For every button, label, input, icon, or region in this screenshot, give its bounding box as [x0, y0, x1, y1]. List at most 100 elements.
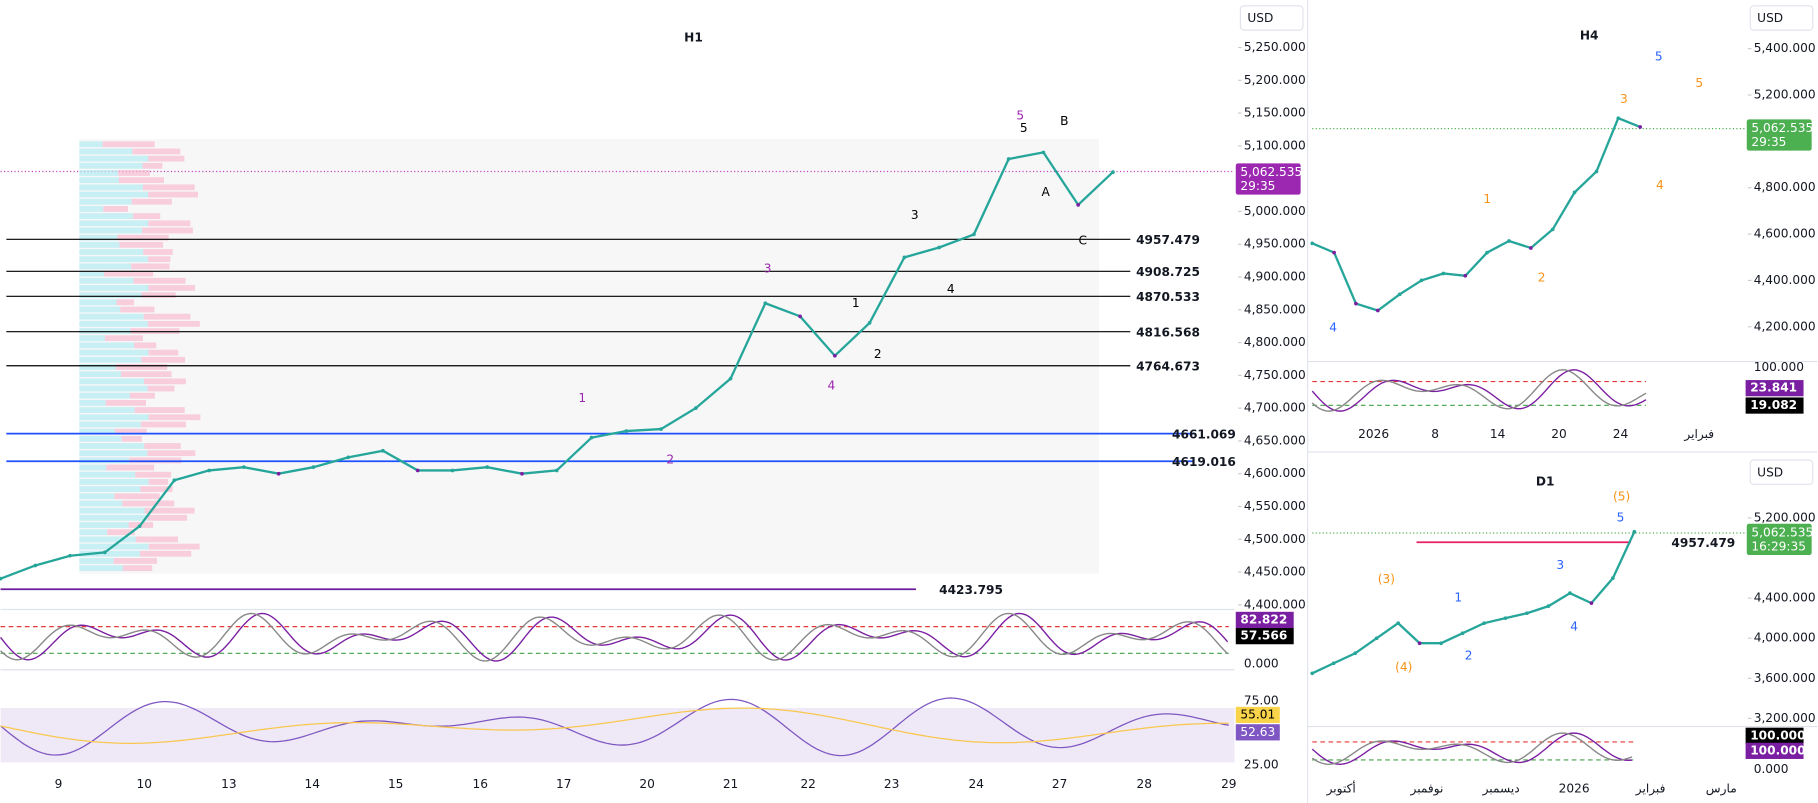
- close-point: [33, 563, 38, 568]
- close-point: [415, 468, 420, 473]
- x-tick-label: 14: [305, 777, 321, 791]
- osc-tag-text: 19.082: [1750, 398, 1797, 412]
- profile-bar: [143, 313, 191, 320]
- rsi-axis-label: 25.00: [1244, 757, 1279, 771]
- profile-bar: [79, 148, 133, 155]
- profile-bar: [104, 270, 154, 277]
- wave-label: 2: [874, 347, 882, 361]
- osc-tag-text: 100.000: [1750, 743, 1805, 757]
- wave-label: 5: [1655, 49, 1663, 63]
- wave-label: (5): [1613, 490, 1630, 504]
- profile-bar: [148, 479, 169, 485]
- wave-label: 3: [764, 261, 772, 275]
- currency: USD: [1757, 465, 1783, 479]
- profile-bar: [79, 177, 119, 184]
- close-point: [1396, 621, 1400, 626]
- wave-label: 3: [911, 208, 919, 222]
- price-tick-label: 4,900.000: [1244, 270, 1306, 284]
- close-point: [1482, 621, 1486, 626]
- profile-bar: [79, 385, 148, 392]
- x-tick-label: نوفمبر: [1410, 782, 1444, 797]
- wave-label: 2: [1538, 271, 1546, 285]
- osc-tag: [1745, 397, 1804, 414]
- profile-bar: [79, 493, 115, 500]
- osc-tag: [1235, 611, 1294, 629]
- x-tick-label: 27: [1052, 777, 1067, 791]
- close-point: [207, 468, 211, 473]
- close-point: [520, 471, 524, 476]
- close-point: [589, 435, 594, 440]
- close-point: [1041, 150, 1046, 155]
- close-point: [554, 468, 559, 473]
- profile-bar: [115, 428, 147, 435]
- x-tick-label: 28: [1136, 777, 1151, 791]
- profile-bar: [135, 536, 179, 543]
- profile-bar: [79, 213, 133, 219]
- osc-tag: [1745, 727, 1804, 744]
- profile-bar: [79, 356, 142, 363]
- profile-bar: [79, 198, 132, 205]
- profile-bar: [79, 170, 119, 176]
- x-tick-label: 22: [800, 777, 815, 791]
- close-point: [763, 301, 768, 306]
- close-point: [937, 245, 941, 250]
- price-tick-label: 5,200.000: [1754, 510, 1816, 524]
- profile-bar: [106, 464, 155, 471]
- profile-bar: [133, 277, 186, 284]
- profile-bar: [79, 249, 144, 255]
- close-point: [1616, 116, 1621, 121]
- price-tick-label: 4,400.000: [1244, 597, 1306, 611]
- profile-bar: [148, 155, 185, 162]
- close-point: [1310, 241, 1315, 246]
- close-point: [1331, 661, 1336, 666]
- close-point: [381, 448, 385, 453]
- profile-bar: [139, 550, 192, 557]
- wave-label: 1: [578, 391, 586, 405]
- profile-bar: [79, 184, 143, 191]
- profile-bar: [79, 428, 116, 435]
- profile-bar: [148, 191, 198, 198]
- profile-bar: [79, 407, 135, 413]
- wave-label: 4: [947, 282, 955, 296]
- wave-label: 4: [1656, 178, 1664, 192]
- profile-bar: [79, 471, 136, 478]
- close-point: [102, 550, 107, 555]
- close-point: [902, 255, 907, 260]
- osc-tag-text: 100.000: [1750, 728, 1805, 742]
- level-label: 4957.479: [1136, 233, 1200, 247]
- profile-bar: [147, 385, 175, 392]
- x-tick-label: 15: [388, 777, 403, 791]
- profile-bar: [119, 241, 164, 248]
- profile-bar: [141, 356, 186, 363]
- profile-bar: [115, 364, 168, 370]
- profile-bar: [141, 292, 176, 299]
- profile-bar: [79, 464, 107, 471]
- close-point: [1460, 631, 1465, 636]
- profile-bar: [116, 299, 135, 306]
- profile-bar: [147, 320, 200, 327]
- profile-bar: [79, 220, 149, 227]
- close-point: [137, 524, 142, 529]
- x-tick-label: ديسمبر: [1482, 782, 1520, 797]
- wave-label: 5: [1617, 510, 1625, 524]
- wave-label: 4: [827, 378, 835, 392]
- price-path: [1311, 116, 1641, 312]
- profile-bar: [79, 162, 143, 169]
- profile-bar: [79, 421, 141, 428]
- close-point: [0, 576, 3, 581]
- price-tick-label: 4,400.000: [1754, 273, 1816, 287]
- profile-bar: [102, 141, 155, 148]
- profile-bar: [79, 349, 149, 356]
- close-point: [728, 376, 733, 381]
- close-point: [832, 353, 837, 358]
- close-point: [1354, 301, 1358, 306]
- close-point: [1353, 651, 1358, 656]
- close-point: [1441, 271, 1446, 276]
- price-tick-label: 4,500.000: [1244, 532, 1306, 546]
- osc-tag-text: 82.822: [1240, 612, 1287, 626]
- panel-title: H1: [684, 31, 703, 45]
- x-tick-label: 14: [1490, 427, 1506, 441]
- close-point: [1310, 671, 1315, 676]
- profile-bar: [79, 234, 118, 241]
- close-point: [659, 427, 663, 431]
